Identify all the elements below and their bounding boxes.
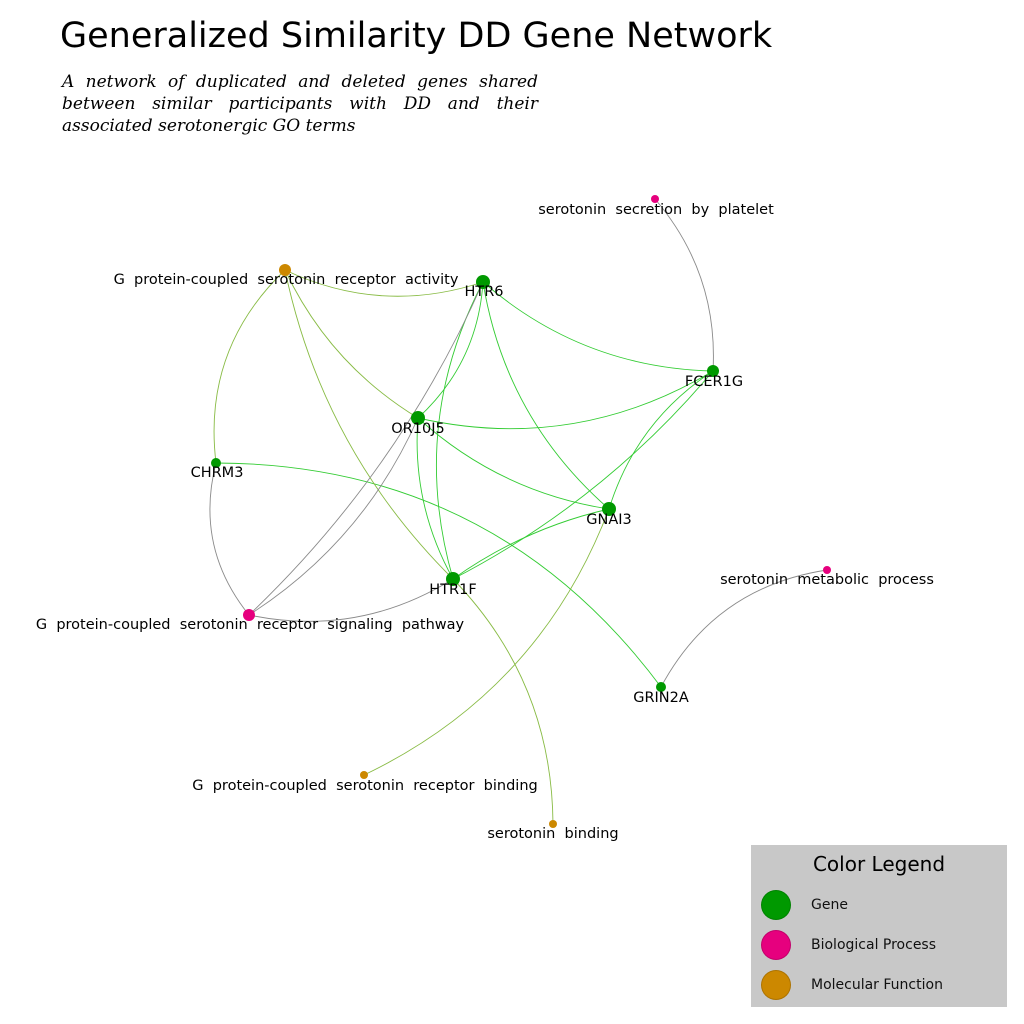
node-label-gpsra: G protein-coupled serotonin receptor act… xyxy=(114,272,459,288)
node-gpsrsp[interactable] xyxy=(243,609,255,621)
edge-layer xyxy=(209,198,828,825)
edge-gpsrsp-htr6 xyxy=(248,281,484,616)
node-label-smp: serotonin metabolic process xyxy=(720,572,934,588)
node-grin2a[interactable] xyxy=(656,682,666,692)
node-htr6[interactable] xyxy=(476,275,490,289)
edge-or10j5-gnai3 xyxy=(417,417,610,510)
edge-htr6-fcer1g xyxy=(482,281,714,372)
node-sb[interactable] xyxy=(549,820,557,828)
node-label-ssp: serotonin secretion by platelet xyxy=(538,202,774,218)
edge-smp-grin2a xyxy=(660,569,828,688)
edge-gpsra-or10j5 xyxy=(284,269,419,419)
legend-item-biological-process: Biological Process xyxy=(761,930,1001,960)
node-label-gpsrb: G protein-coupled serotonin receptor bin… xyxy=(192,778,537,794)
legend-title: Color Legend xyxy=(812,852,946,876)
edge-htr6-or10j5 xyxy=(417,281,484,419)
edge-chrm3-grin2a xyxy=(215,462,662,688)
diagram-title: Generalized Similarity DD Gene Network xyxy=(60,16,773,56)
node-gpsrb[interactable] xyxy=(360,771,368,779)
edge-gpsra-chrm3 xyxy=(213,269,286,464)
edge-fcer1g-gnai3 xyxy=(608,370,714,510)
node-label-grin2a: GRIN2A xyxy=(633,690,689,706)
edge-ssp-fcer1g xyxy=(654,198,714,372)
edge-fcer1g-htr1f xyxy=(452,370,714,580)
node-ssp[interactable] xyxy=(651,195,659,203)
edge-gpsra-htr6 xyxy=(284,269,484,297)
node-chrm3[interactable] xyxy=(211,458,221,468)
node-label-gnai3: GNAI3 xyxy=(586,512,632,528)
edge-gpsrsp-htr1f xyxy=(248,578,454,622)
node-label-gpsrsp: G protein-coupled serotonin receptor sig… xyxy=(36,617,465,633)
node-layer xyxy=(211,195,831,828)
edge-gpsrsp-or10j5 xyxy=(248,417,419,616)
diagram-subtitle: A network of duplicated and deleted gene… xyxy=(62,72,538,136)
edge-or10j5-fcer1g xyxy=(417,370,714,430)
edge-gnai3-htr1f xyxy=(452,508,610,580)
edge-gpsrsp-chrm3 xyxy=(209,462,250,616)
node-gpsra[interactable] xyxy=(279,264,291,276)
edge-gnai3-gpsrb xyxy=(363,508,610,776)
legend-swatch-biological-process xyxy=(761,930,791,960)
node-smp[interactable] xyxy=(823,566,831,574)
legend-label-molecular-function: Molecular Function xyxy=(811,977,943,993)
node-label-htr1f: HTR1F xyxy=(429,582,476,598)
node-or10j5[interactable] xyxy=(411,411,425,425)
legend-label-gene: Gene xyxy=(811,897,848,913)
legend-item-molecular-function: Molecular Function xyxy=(761,970,1001,1000)
node-label-or10j5: OR10J5 xyxy=(391,421,444,437)
node-label-fcer1g: FCER1G xyxy=(685,374,743,390)
edge-or10j5-htr1f xyxy=(416,417,454,580)
edge-htr1f-sb xyxy=(452,578,554,825)
node-label-sb: serotonin binding xyxy=(487,826,618,842)
node-fcer1g[interactable] xyxy=(707,365,719,377)
edge-gpsra-htr1f xyxy=(284,269,454,580)
node-htr1f[interactable] xyxy=(446,572,460,586)
legend-label-biological-process: Biological Process xyxy=(811,937,937,953)
legend-swatch-gene xyxy=(761,890,791,920)
node-label-htr6: HTR6 xyxy=(464,284,503,300)
legend-swatch-molecular-function xyxy=(761,970,791,1000)
legend-item-gene: Gene xyxy=(761,890,1001,920)
edge-htr6-gnai3 xyxy=(482,281,610,510)
node-label-chrm3: CHRM3 xyxy=(191,465,244,481)
color-legend: Color Legend Gene Biological Process Mol… xyxy=(751,845,1007,1007)
node-gnai3[interactable] xyxy=(602,502,616,516)
label-layer: HTR6 FCER1G OR10J5 CHRM3 GNAI3 HTR1F GRIN2A ser… xyxy=(36,202,934,842)
